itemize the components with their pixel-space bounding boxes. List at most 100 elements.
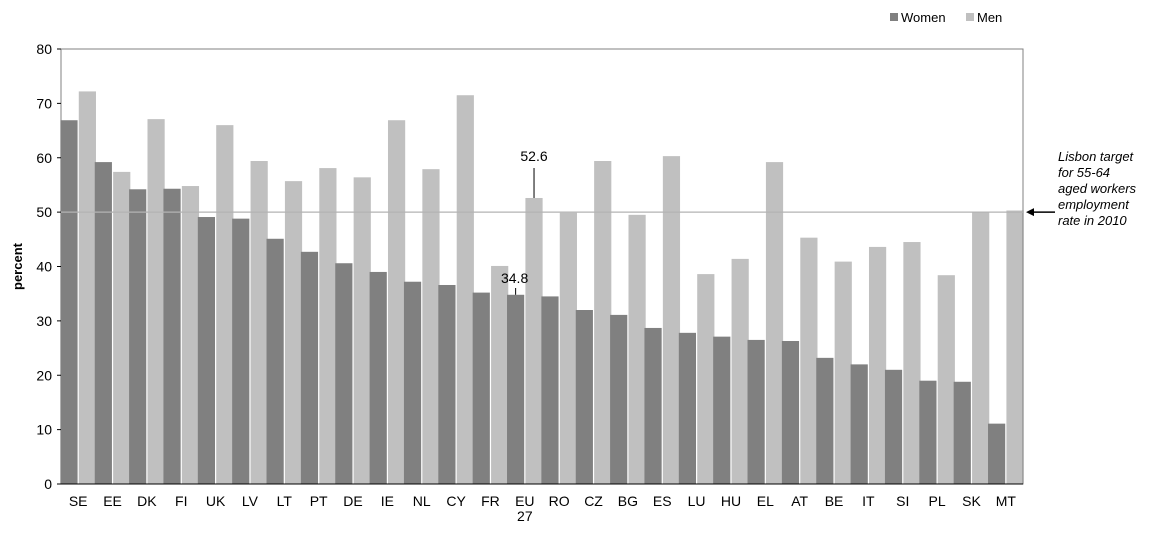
bar-women-se [60, 120, 78, 484]
x-tick-label: DK [137, 493, 157, 509]
bar-men-el [765, 162, 784, 484]
annotation-line: rate in 2010 [1058, 213, 1127, 228]
x-tick-label: EE [103, 493, 122, 509]
bar-men-it [868, 246, 887, 484]
y-tick-label: 0 [44, 476, 52, 492]
bar-women-cz [575, 310, 593, 484]
bar-women-cy [438, 284, 456, 484]
annotation-line: aged workers [1058, 181, 1137, 196]
bar-women-nl [403, 281, 422, 484]
annotation-arrow-head [1026, 208, 1034, 217]
x-tick-label: NL [413, 493, 431, 509]
bar-women-lu [678, 332, 697, 484]
x-tick-label: CZ [584, 493, 603, 509]
x-tick-label: PL [929, 493, 946, 509]
x-tick-label: LT [277, 493, 293, 509]
bar-women-pt [300, 251, 319, 484]
bar-women-pl [919, 380, 937, 484]
x-tick-label: AT [791, 493, 808, 509]
bar-women-mt [988, 423, 1006, 484]
legend-swatch-men [966, 13, 974, 21]
x-tick-label: BG [618, 493, 638, 509]
bar-men-de [353, 177, 371, 484]
x-tick-label: RO [549, 493, 570, 509]
bar-women-ee [94, 162, 112, 484]
x-tick-label: SI [896, 493, 909, 509]
bar-women-at [781, 340, 800, 484]
y-tick-label: 40 [36, 259, 52, 275]
x-tick-label: BE [825, 493, 844, 509]
bar-men-hu [731, 258, 749, 484]
bar-men-sk [972, 212, 990, 485]
bar-men-ee [113, 171, 131, 484]
y-axis-title: percent [10, 242, 25, 290]
x-tick-label: SK [962, 493, 981, 509]
bar-men-fr [491, 265, 509, 484]
legend-label-men: Men [977, 10, 1002, 25]
bar-women-bg [610, 314, 628, 484]
bar-men-cz [594, 161, 612, 484]
bar-men-cy [456, 95, 474, 484]
data-label-women-eu27: 34.8 [501, 270, 528, 286]
x-tick-label: UK [206, 493, 226, 509]
x-tick-label: ES [653, 493, 672, 509]
x-tick-label: MT [996, 493, 1017, 509]
legend-swatch-women [890, 13, 898, 21]
annotation-line: for 55-64 [1058, 165, 1110, 180]
annotation-line: employment [1058, 197, 1130, 212]
bar-men-be [834, 261, 852, 484]
bar-men-uk [216, 125, 234, 485]
bar-women-de [335, 263, 353, 484]
bars-layer [60, 91, 1024, 485]
bar-women-hu [713, 336, 731, 484]
bar-men-es [662, 156, 681, 484]
axes-layer: 0 10 20 30 40 50 60 70 80 SE EE DK FI UK LV LT PT DE IE NL C… [10, 41, 1024, 524]
x-tick-label: DE [343, 493, 362, 509]
y-tick-label: 30 [36, 313, 52, 329]
y-tick-label: 20 [36, 367, 52, 383]
bar-women-fr [472, 292, 490, 484]
bar-women-ro [541, 296, 559, 484]
bar-women-be [816, 357, 834, 484]
x-tick-label: FR [481, 493, 500, 509]
bar-men-lv [250, 161, 268, 484]
bar-men-pl [937, 275, 955, 484]
bar-men-dk [147, 119, 165, 484]
x-tick-label: CY [446, 493, 466, 509]
annotation-line: Lisbon target [1058, 149, 1135, 164]
bar-women-si [884, 369, 903, 484]
x-tick-label: PT [310, 493, 328, 509]
y-tick-label: 50 [36, 204, 52, 220]
y-tick-label: 70 [36, 95, 52, 111]
x-tick-label: IE [381, 493, 394, 509]
x-tick-label: SE [69, 493, 88, 509]
bar-women-eu27 [507, 294, 525, 484]
bar-men-si [903, 242, 921, 484]
bar-women-lv [232, 218, 250, 484]
x-tick-label: LV [242, 493, 259, 509]
bar-men-ro [559, 212, 577, 485]
legend-label-women: Women [901, 10, 946, 25]
bar-women-lt [266, 238, 284, 484]
data-label-men-eu27: 52.6 [520, 148, 547, 164]
y-tick-label: 80 [36, 41, 52, 57]
bar-women-sk [953, 381, 971, 484]
bar-men-pt [319, 168, 337, 484]
y-tick-label: 60 [36, 150, 52, 166]
x-tick-label: EU 27 [515, 493, 534, 524]
bar-men-bg [628, 214, 646, 484]
bar-men-fi [181, 186, 200, 484]
bar-women-uk [197, 217, 216, 484]
x-tick-label: FI [175, 493, 187, 509]
bar-women-ie [369, 271, 387, 484]
x-tick-label: LU [688, 493, 706, 509]
bar-women-dk [129, 189, 147, 485]
bar-men-lt [284, 181, 303, 484]
bar-men-lu [697, 274, 715, 484]
x-tick-label: HU [721, 493, 741, 509]
bar-men-se [78, 91, 96, 484]
bar-women-fi [163, 188, 181, 485]
y-tick-label: 10 [36, 422, 52, 438]
